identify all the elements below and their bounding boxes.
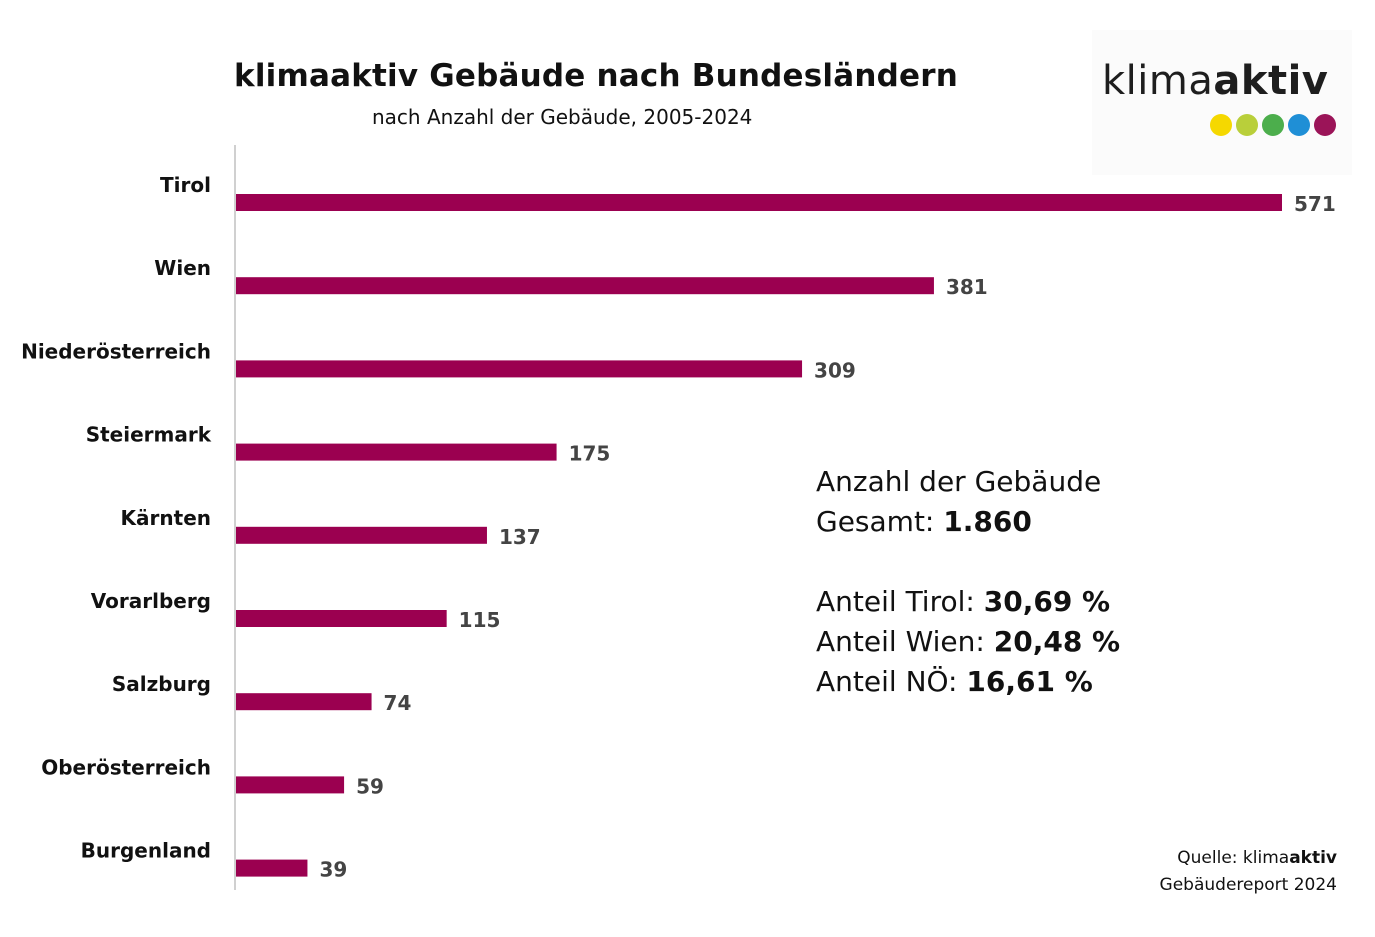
category-label: Salzburg [112, 672, 211, 696]
share-wien-label: Anteil Wien: [816, 625, 994, 658]
value-label: 115 [459, 608, 501, 632]
value-label: 39 [319, 858, 347, 882]
klimaaktiv-logo: klimaaktiv [1102, 58, 1328, 104]
chart-title: klimaaktiv Gebäude nach Bundesländern [234, 58, 958, 94]
stats-total-value: 1.860 [943, 505, 1032, 538]
logo-background [1092, 30, 1352, 175]
value-label: 74 [384, 691, 412, 715]
logo-dot-1 [1210, 114, 1232, 136]
category-label: Tirol [160, 173, 211, 197]
bar [236, 360, 803, 378]
bar [236, 693, 372, 711]
source-note: Quelle: klimaaktiv Gebäudereport 2024 [1160, 845, 1337, 899]
stats-total: Gesamt: 1.860 [816, 502, 1120, 542]
share-tirol-label: Anteil Tirol: [816, 585, 984, 618]
share-tirol-value: 30,69 % [983, 585, 1111, 618]
value-label: 137 [499, 525, 541, 549]
value-label: 175 [569, 442, 611, 466]
category-label: Wien [154, 256, 211, 280]
category-label: Niederösterreich [21, 339, 211, 363]
logo-dot-4 [1288, 114, 1310, 136]
chart-subtitle: nach Anzahl der Gebäude, 2005-2024 [372, 105, 753, 129]
bar [236, 277, 934, 295]
logo-text-light: klima [1102, 58, 1214, 104]
value-label: 309 [814, 358, 856, 382]
value-label: 571 [1294, 192, 1336, 216]
logo-dot-2 [1236, 114, 1258, 136]
stats-box: Anzahl der Gebäude Gesamt: 1.860 Anteil … [816, 462, 1120, 702]
bar [236, 526, 487, 544]
stats-share-tirol: Anteil Tirol: 30,69 % [816, 582, 1120, 622]
bar [236, 443, 557, 461]
source-bold: aktiv [1289, 848, 1337, 868]
share-noe-label: Anteil NÖ: [816, 665, 967, 698]
category-label: Kärnten [121, 506, 211, 530]
category-label: Vorarlberg [91, 589, 211, 613]
category-label: Steiermark [86, 423, 212, 447]
bar [236, 610, 447, 627]
source-line-1: Quelle: klimaaktiv [1160, 845, 1337, 872]
category-label: Oberösterreich [41, 755, 211, 779]
bar [236, 859, 308, 877]
logo-dot-5 [1314, 114, 1336, 136]
bar [236, 776, 345, 794]
stats-heading: Anzahl der Gebäude [816, 465, 1102, 498]
bar [236, 194, 1282, 211]
stats-share-wien: Anteil Wien: 20,48 % [816, 622, 1120, 662]
source-line-2: Gebäudereport 2024 [1159, 875, 1337, 895]
share-noe-value: 16,61 % [966, 665, 1093, 698]
share-wien-value: 20,48 % [993, 625, 1121, 658]
value-label: 381 [946, 275, 988, 299]
stats-total-label: Gesamt: [816, 505, 944, 538]
logo-dots [1210, 114, 1336, 136]
logo-dot-3 [1262, 114, 1284, 136]
source-prefix: Quelle: klima [1177, 848, 1290, 868]
value-label: 59 [356, 774, 384, 798]
logo-text-bold: aktiv [1213, 58, 1329, 104]
category-label: Burgenland [81, 839, 211, 863]
stats-share-noe: Anteil NÖ: 16,61 % [816, 662, 1120, 702]
